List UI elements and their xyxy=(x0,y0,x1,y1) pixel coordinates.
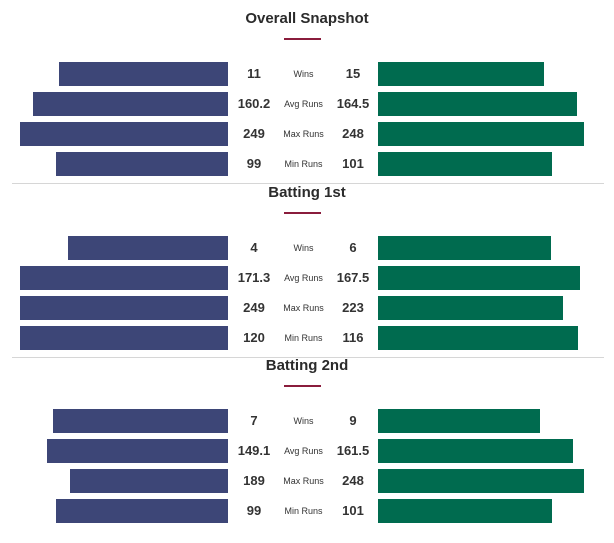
stat-row-avg-runs: 171.3 Avg Runs 167.5 xyxy=(0,266,614,290)
metric-label: Avg Runs xyxy=(284,273,323,283)
metric-label: Min Runs xyxy=(284,159,323,169)
left-team-bar xyxy=(68,236,228,260)
right-team-value: 161.5 xyxy=(336,443,370,458)
stat-row-wins: 4 Wins 6 xyxy=(0,236,614,260)
right-team-bar xyxy=(378,296,563,320)
left-team-bar xyxy=(59,62,228,86)
metric-label: Wins xyxy=(293,416,314,426)
left-team-value: 189 xyxy=(243,473,265,488)
right-team-value: 15 xyxy=(345,66,361,81)
right-team-value: 101 xyxy=(342,503,364,518)
section-title: Batting 2nd xyxy=(265,357,349,374)
right-team-bar xyxy=(378,62,544,86)
right-team-value: 101 xyxy=(342,156,364,171)
left-team-value: 99 xyxy=(246,503,262,518)
right-team-bar xyxy=(378,152,552,176)
stat-row-wins: 11 Wins 15 xyxy=(0,62,614,86)
metric-label: Min Runs xyxy=(284,506,323,516)
section-divider xyxy=(12,183,604,184)
left-team-bar xyxy=(20,296,228,320)
left-team-bar xyxy=(53,409,228,433)
right-team-bar xyxy=(378,236,551,260)
stat-row-avg-runs: 149.1 Avg Runs 161.5 xyxy=(0,439,614,463)
left-team-value: 171.3 xyxy=(237,270,271,285)
title-underline xyxy=(284,38,321,40)
right-team-bar xyxy=(378,266,580,290)
left-team-bar xyxy=(20,326,228,350)
metric-label: Max Runs xyxy=(283,476,324,486)
right-team-value: 248 xyxy=(342,473,364,488)
right-team-bar xyxy=(378,92,577,116)
left-team-bar xyxy=(70,469,228,493)
right-team-value: 9 xyxy=(349,413,357,428)
right-team-bar xyxy=(378,499,552,523)
stat-row-min-runs: 120 Min Runs 116 xyxy=(0,326,614,350)
left-team-value: 160.2 xyxy=(237,96,271,111)
metric-label: Min Runs xyxy=(284,333,323,343)
section-title: Overall Snapshot xyxy=(245,10,369,27)
metric-label: Max Runs xyxy=(283,129,324,139)
metric-label: Avg Runs xyxy=(284,446,323,456)
left-team-bar xyxy=(56,152,228,176)
stat-row-avg-runs: 160.2 Avg Runs 164.5 xyxy=(0,92,614,116)
left-team-bar xyxy=(56,499,228,523)
right-team-value: 248 xyxy=(342,126,364,141)
right-team-bar xyxy=(378,122,584,146)
left-team-value: 7 xyxy=(250,413,258,428)
stat-row-min-runs: 99 Min Runs 101 xyxy=(0,499,614,523)
metric-label: Wins xyxy=(293,243,314,253)
stat-row-max-runs: 249 Max Runs 248 xyxy=(0,122,614,146)
right-team-value: 164.5 xyxy=(336,96,370,111)
left-team-bar xyxy=(20,122,228,146)
right-team-bar xyxy=(378,469,584,493)
right-team-value: 116 xyxy=(342,330,364,345)
metric-label: Avg Runs xyxy=(284,99,323,109)
title-underline xyxy=(284,385,321,387)
title-underline xyxy=(284,212,321,214)
section-title: Batting 1st xyxy=(268,184,346,201)
stat-row-max-runs: 249 Max Runs 223 xyxy=(0,296,614,320)
left-team-value: 99 xyxy=(246,156,262,171)
left-team-value: 11 xyxy=(247,66,261,81)
left-team-value: 120 xyxy=(243,330,265,345)
right-team-bar xyxy=(378,439,573,463)
metric-label: Wins xyxy=(293,69,314,79)
stat-row-max-runs: 189 Max Runs 248 xyxy=(0,469,614,493)
left-team-value: 4 xyxy=(250,240,258,255)
left-team-bar xyxy=(47,439,228,463)
right-team-value: 223 xyxy=(342,300,364,315)
left-team-value: 249 xyxy=(243,300,265,315)
left-team-bar xyxy=(20,266,228,290)
left-team-value: 249 xyxy=(243,126,265,141)
left-team-bar xyxy=(33,92,228,116)
right-team-value: 167.5 xyxy=(336,270,370,285)
stat-row-min-runs: 99 Min Runs 101 xyxy=(0,152,614,176)
stat-row-wins: 7 Wins 9 xyxy=(0,409,614,433)
right-team-bar xyxy=(378,409,540,433)
left-team-value: 149.1 xyxy=(237,443,271,458)
metric-label: Max Runs xyxy=(283,303,324,313)
right-team-value: 6 xyxy=(349,240,357,255)
section-divider xyxy=(12,357,604,358)
right-team-bar xyxy=(378,326,578,350)
